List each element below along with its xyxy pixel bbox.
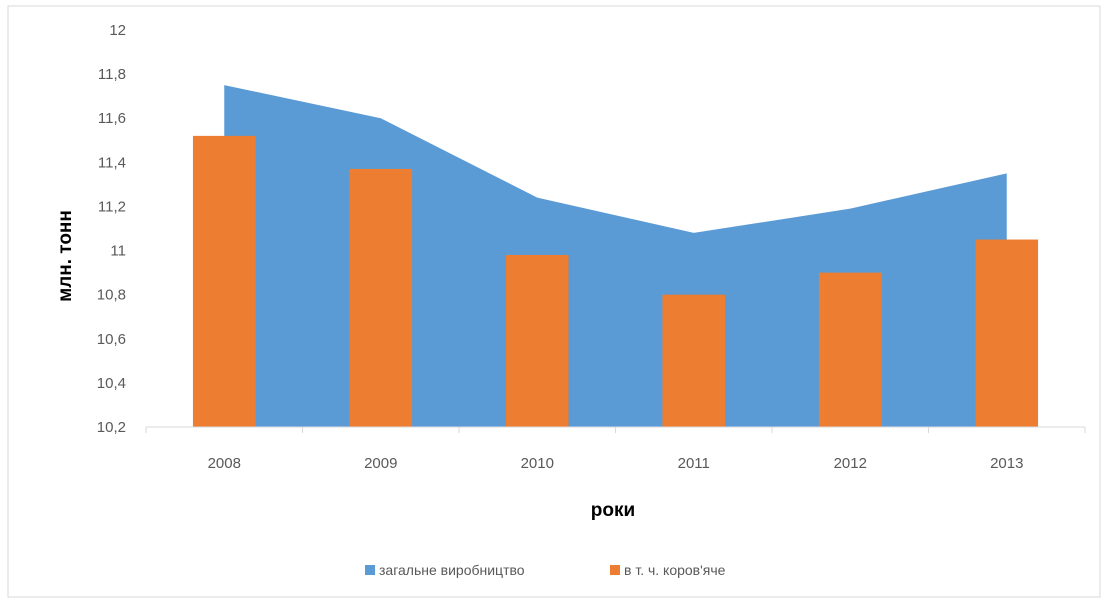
x-tick-label: 2008 (208, 455, 241, 472)
y-tick-label: 12 (109, 22, 126, 39)
area-series (224, 85, 1007, 427)
y-tick-label: 11,8 (98, 66, 126, 83)
x-axis-title: роки (591, 500, 635, 521)
y-tick-label: 11,2 (98, 198, 126, 215)
y-axis-title: млн. тонн (55, 210, 76, 302)
plot-area (192, 85, 1039, 427)
y-tick-label: 10,4 (97, 375, 126, 392)
x-tick-label: 2009 (364, 455, 397, 472)
bar (818, 272, 882, 427)
x-tick-label: 2013 (990, 455, 1023, 472)
y-tick-label: 10,2 (97, 419, 126, 436)
bar (505, 254, 569, 427)
legend-swatch (365, 565, 375, 575)
y-axis-ticks: 10,2 10,4 10,6 10,8 11 11,2 11,4 11,6 11,8 12 (97, 22, 126, 436)
bar (975, 239, 1039, 427)
x-tick-label: 2012 (834, 455, 867, 472)
x-tick-label: 2011 (678, 455, 710, 472)
legend-swatch (610, 565, 620, 575)
y-tick-label: 10,6 (97, 331, 126, 348)
y-tick-label: 11,4 (98, 154, 126, 171)
bar (662, 294, 726, 427)
y-tick-label: 10,8 (97, 287, 126, 304)
x-axis-ticks: 2008 2009 2010 2011 2012 2013 (145, 427, 1086, 472)
bar (349, 168, 413, 427)
bar (192, 135, 256, 427)
x-tick-label: 2010 (521, 455, 554, 472)
legend-label: загальне виробництво (379, 562, 525, 578)
y-tick-label: 11,6 (98, 110, 126, 127)
legend-label: в т. ч. коров'яче (624, 562, 726, 578)
legend: загальне виробництво в т. ч. коров'яче (365, 562, 726, 578)
y-tick-label: 11 (110, 243, 126, 260)
